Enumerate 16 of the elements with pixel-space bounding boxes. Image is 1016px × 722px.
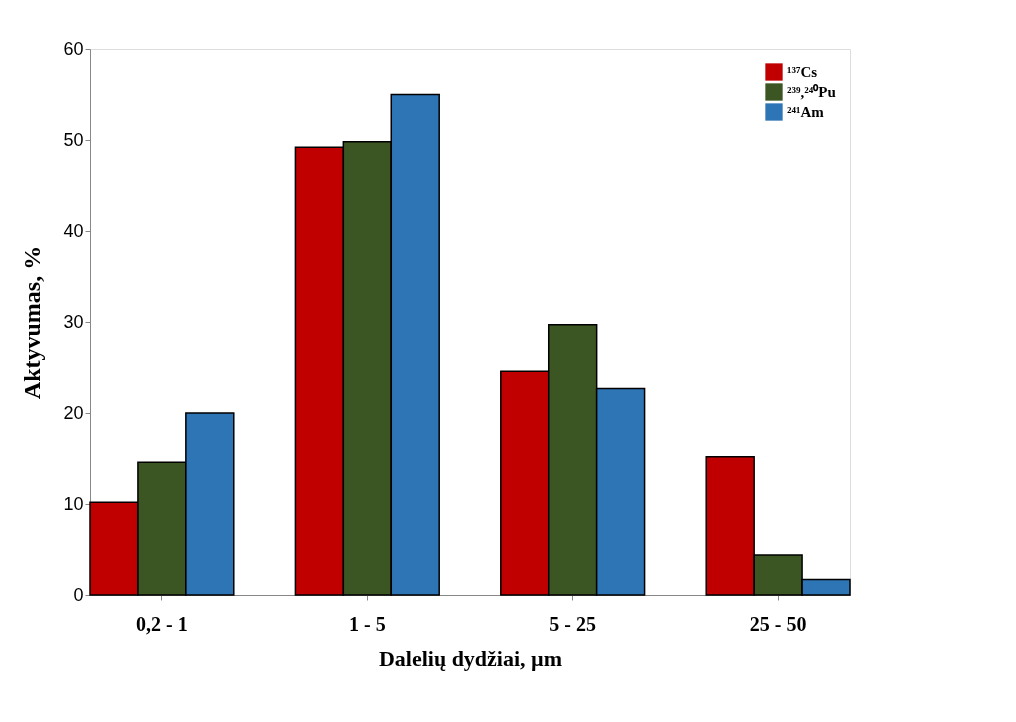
y-tick-label: 60: [63, 38, 84, 59]
x-tick-label: 0,2 - 1: [136, 612, 188, 635]
y-tick-label: 30: [63, 311, 84, 332]
y-tick-label: 10: [63, 493, 84, 514]
x-axis-title: Dalelių dydžiai, µm: [378, 645, 563, 671]
y-tick-label: 20: [63, 402, 84, 423]
x-tick-label: 5 - 25: [549, 612, 597, 635]
y-tick-label: 0: [73, 584, 84, 605]
y-tick-label: 40: [63, 220, 84, 241]
x-tick-label: 25 - 50: [749, 612, 807, 635]
legend-label: ²³⁹,²⁴⁰Pu: [787, 83, 836, 100]
legend-label: ²⁴¹Am: [787, 104, 825, 120]
y-axis-title: Aktyvumas, %: [19, 245, 46, 400]
legend-label: ¹³⁷Cs: [787, 64, 818, 80]
y-tick-label: 50: [63, 129, 84, 150]
x-tick-label: 1 - 5: [348, 612, 386, 635]
